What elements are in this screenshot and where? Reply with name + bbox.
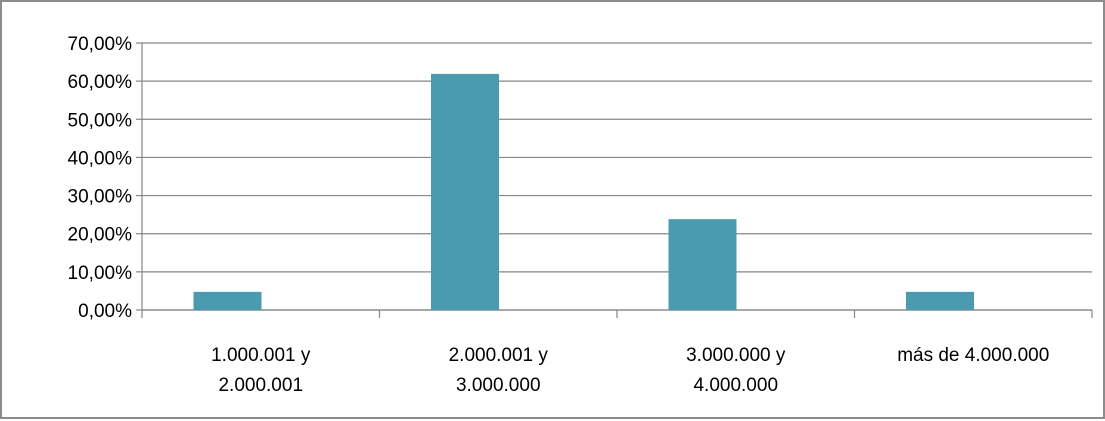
y-tick-label: 30,00% [68, 187, 133, 208]
category-label: 3.000.000 y [686, 345, 786, 366]
y-tick-label: 20,00% [68, 225, 133, 246]
bar-1 [193, 291, 262, 310]
y-tick-label: 60,00% [68, 72, 133, 93]
y-tick-label: 70,00% [68, 34, 133, 55]
bar-4 [906, 291, 974, 310]
category-label: 1.000.001 y [211, 345, 311, 366]
category-label: 2.000.001 y [449, 345, 549, 366]
bar-2 [431, 73, 499, 310]
category-label: 2.000.001 [218, 375, 303, 396]
category-label: 4.000.000 [693, 375, 778, 396]
category-label: 3.000.000 [456, 375, 541, 396]
y-tick-label: 50,00% [68, 110, 133, 131]
y-tick-label: 10,00% [68, 263, 133, 284]
category-label: más de 4.000.000 [897, 345, 1049, 366]
bar-3 [668, 219, 737, 310]
y-tick-label: 40,00% [68, 148, 133, 169]
y-tick-label: 0,00% [78, 301, 132, 322]
